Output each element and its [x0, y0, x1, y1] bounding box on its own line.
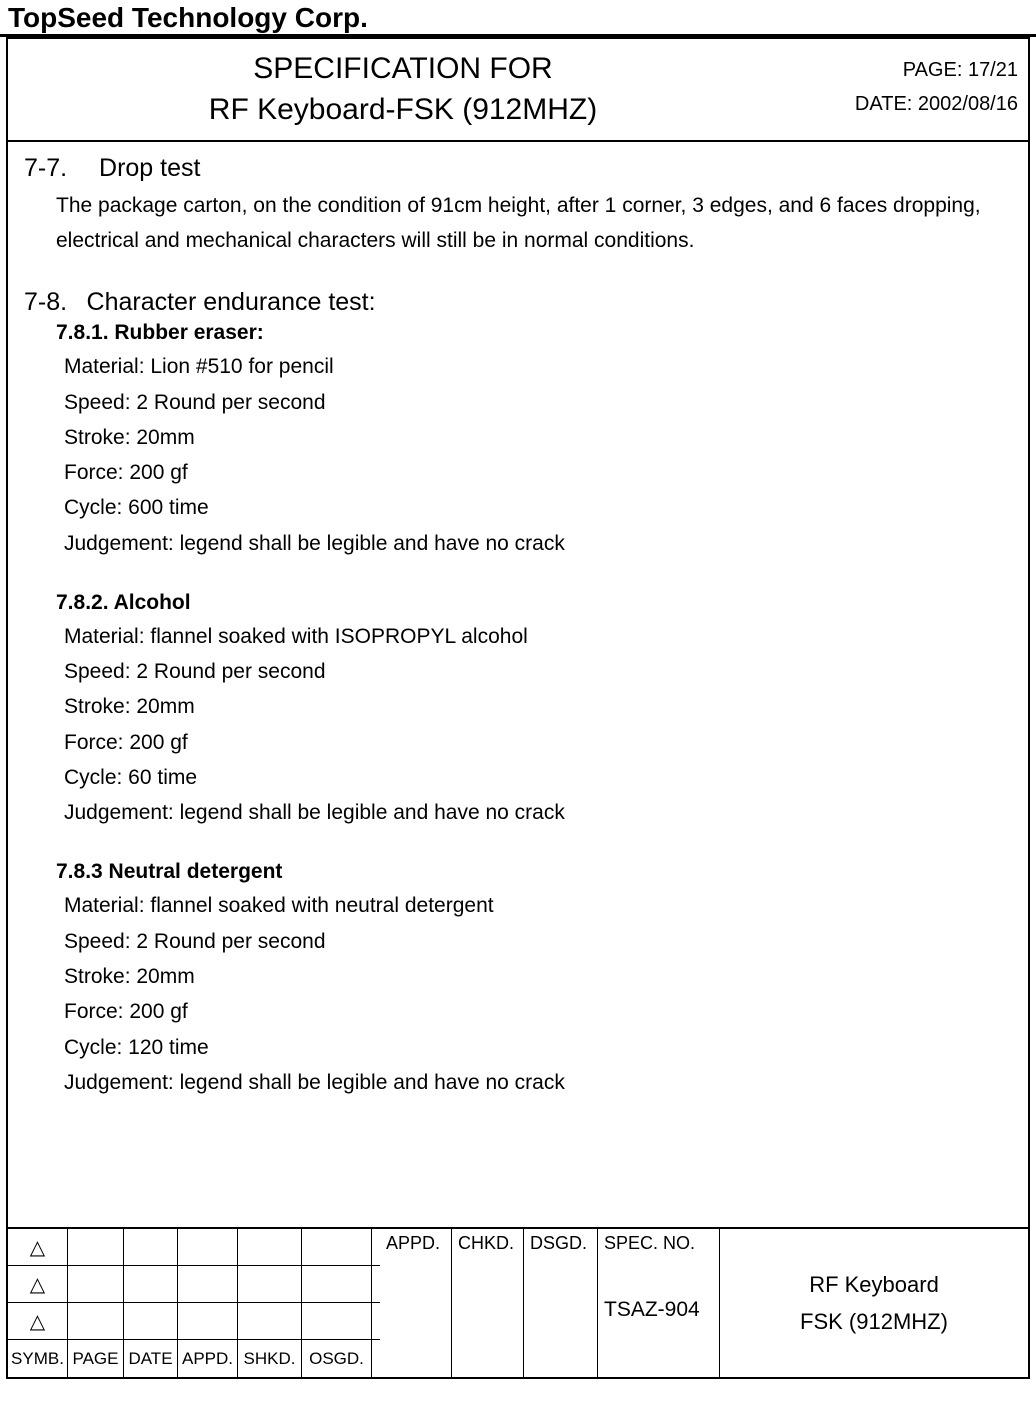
- header-title: SPECIFICATION FOR RF Keyboard-FSK (912MH…: [8, 39, 798, 140]
- section-7-8-heading: 7-8. Character endurance test:: [24, 288, 1012, 317]
- sub-7-8-2-stroke: Stroke: 20mm: [64, 689, 1012, 724]
- sub-7-8-3-title: 7.8.3 Neutral detergent: [56, 860, 1012, 884]
- sub-7-8-2-judgement: Judgement: legend shall be legible and h…: [64, 795, 1012, 830]
- symb-label: SYMB.: [8, 1340, 68, 1377]
- shkd-label: SHKD.: [238, 1340, 302, 1377]
- revision-cell: [238, 1266, 302, 1302]
- osgd-label: OSGD.: [302, 1340, 372, 1377]
- sub-7-8-2-force: Force: 200 gf: [64, 725, 1012, 760]
- appd-column: APPD.: [380, 1229, 452, 1377]
- revision-cell: [124, 1229, 178, 1265]
- revision-cell: [124, 1303, 178, 1339]
- sub-7-8-1-force: Force: 200 gf: [64, 455, 1012, 490]
- triangle-icon: △: [8, 1266, 68, 1302]
- document-frame: SPECIFICATION FOR RF Keyboard-FSK (912MH…: [6, 37, 1030, 1379]
- product-column: RF Keyboard FSK (912MHZ): [720, 1229, 1028, 1377]
- sub-7-8-2-cycle: Cycle: 60 time: [64, 760, 1012, 795]
- sub-7-8-2-speed: Speed: 2 Round per second: [64, 654, 1012, 689]
- content-area: 7-7. Drop test The package carton, on th…: [8, 142, 1028, 1227]
- appd-label: APPD.: [178, 1340, 238, 1377]
- revision-cell: [302, 1229, 372, 1265]
- page-label: PAGE: 17/21: [798, 53, 1018, 87]
- header-meta: PAGE: 17/21 DATE: 2002/08/16: [798, 39, 1028, 140]
- sub-7-8-3-stroke: Stroke: 20mm: [64, 959, 1012, 994]
- triangle-icon: △: [8, 1229, 68, 1265]
- revision-cell: [178, 1303, 238, 1339]
- revision-cell: [178, 1229, 238, 1265]
- sub-7-8-1-judgement: Judgement: legend shall be legible and h…: [64, 526, 1012, 561]
- sub-7-8-1-speed: Speed: 2 Round per second: [64, 385, 1012, 420]
- revision-cell: [238, 1303, 302, 1339]
- sub-7-8-3-judgement: Judgement: legend shall be legible and h…: [64, 1065, 1012, 1100]
- revision-block: △ △ △: [8, 1229, 380, 1377]
- date-label: DATE: 2002/08/16: [798, 87, 1018, 121]
- date-label: DATE: [124, 1340, 178, 1377]
- footer-table: △ △ △: [8, 1227, 1028, 1377]
- sub-7-8-1-cycle: Cycle: 600 time: [64, 490, 1012, 525]
- company-title: TopSeed Technology Corp.: [0, 0, 1036, 37]
- title-line-2: RF Keyboard-FSK (912MHZ): [8, 90, 798, 131]
- triangle-icon: △: [8, 1303, 68, 1339]
- spec-no-label: SPEC. NO.: [604, 1233, 713, 1254]
- product-line-1: RF Keyboard: [809, 1266, 939, 1303]
- section-7-7-heading: 7-7. Drop test: [24, 154, 1012, 183]
- title-line-1: SPECIFICATION FOR: [8, 49, 798, 90]
- spec-no-value: TSAZ-904: [604, 1298, 713, 1322]
- sub-7-8-2-title: 7.8.2. Alcohol: [56, 591, 1012, 615]
- revision-cell: [178, 1266, 238, 1302]
- section-7-7-body: The package carton, on the condition of …: [56, 189, 1002, 258]
- approval-block: APPD. CHKD. DSGD. SPEC. NO. TSAZ-904 RF …: [380, 1229, 1028, 1377]
- sub-7-8-2-material: Material: flannel soaked with ISOPROPYL …: [64, 619, 1012, 654]
- dsgd-column: DSGD.: [524, 1229, 598, 1377]
- sub-7-8-1-stroke: Stroke: 20mm: [64, 420, 1012, 455]
- header-block: SPECIFICATION FOR RF Keyboard-FSK (912MH…: [8, 39, 1028, 142]
- revision-header-row: SYMB. PAGE DATE APPD. SHKD. OSGD.: [8, 1340, 380, 1377]
- revision-cell: [124, 1266, 178, 1302]
- revision-cell: [238, 1229, 302, 1265]
- sub-7-8-3-speed: Speed: 2 Round per second: [64, 924, 1012, 959]
- sub-7-8-3-force: Force: 200 gf: [64, 994, 1012, 1029]
- revision-cell: [68, 1229, 124, 1265]
- sub-7-8-1-title: 7.8.1. Rubber eraser:: [56, 321, 1012, 345]
- sub-7-8-1-material: Material: Lion #510 for pencil: [64, 349, 1012, 384]
- revision-cell: [302, 1303, 372, 1339]
- revision-row: △: [8, 1303, 380, 1340]
- spec-no-column: SPEC. NO. TSAZ-904: [598, 1229, 720, 1377]
- revision-row: △: [8, 1229, 380, 1266]
- chkd-column: CHKD.: [452, 1229, 524, 1377]
- revision-row: △: [8, 1266, 380, 1303]
- page-label: PAGE: [68, 1340, 124, 1377]
- revision-cell: [68, 1266, 124, 1302]
- product-line-2: FSK (912MHZ): [800, 1303, 948, 1340]
- revision-cell: [68, 1303, 124, 1339]
- revision-cell: [302, 1266, 372, 1302]
- sub-7-8-3-cycle: Cycle: 120 time: [64, 1030, 1012, 1065]
- sub-7-8-3-material: Material: flannel soaked with neutral de…: [64, 888, 1012, 923]
